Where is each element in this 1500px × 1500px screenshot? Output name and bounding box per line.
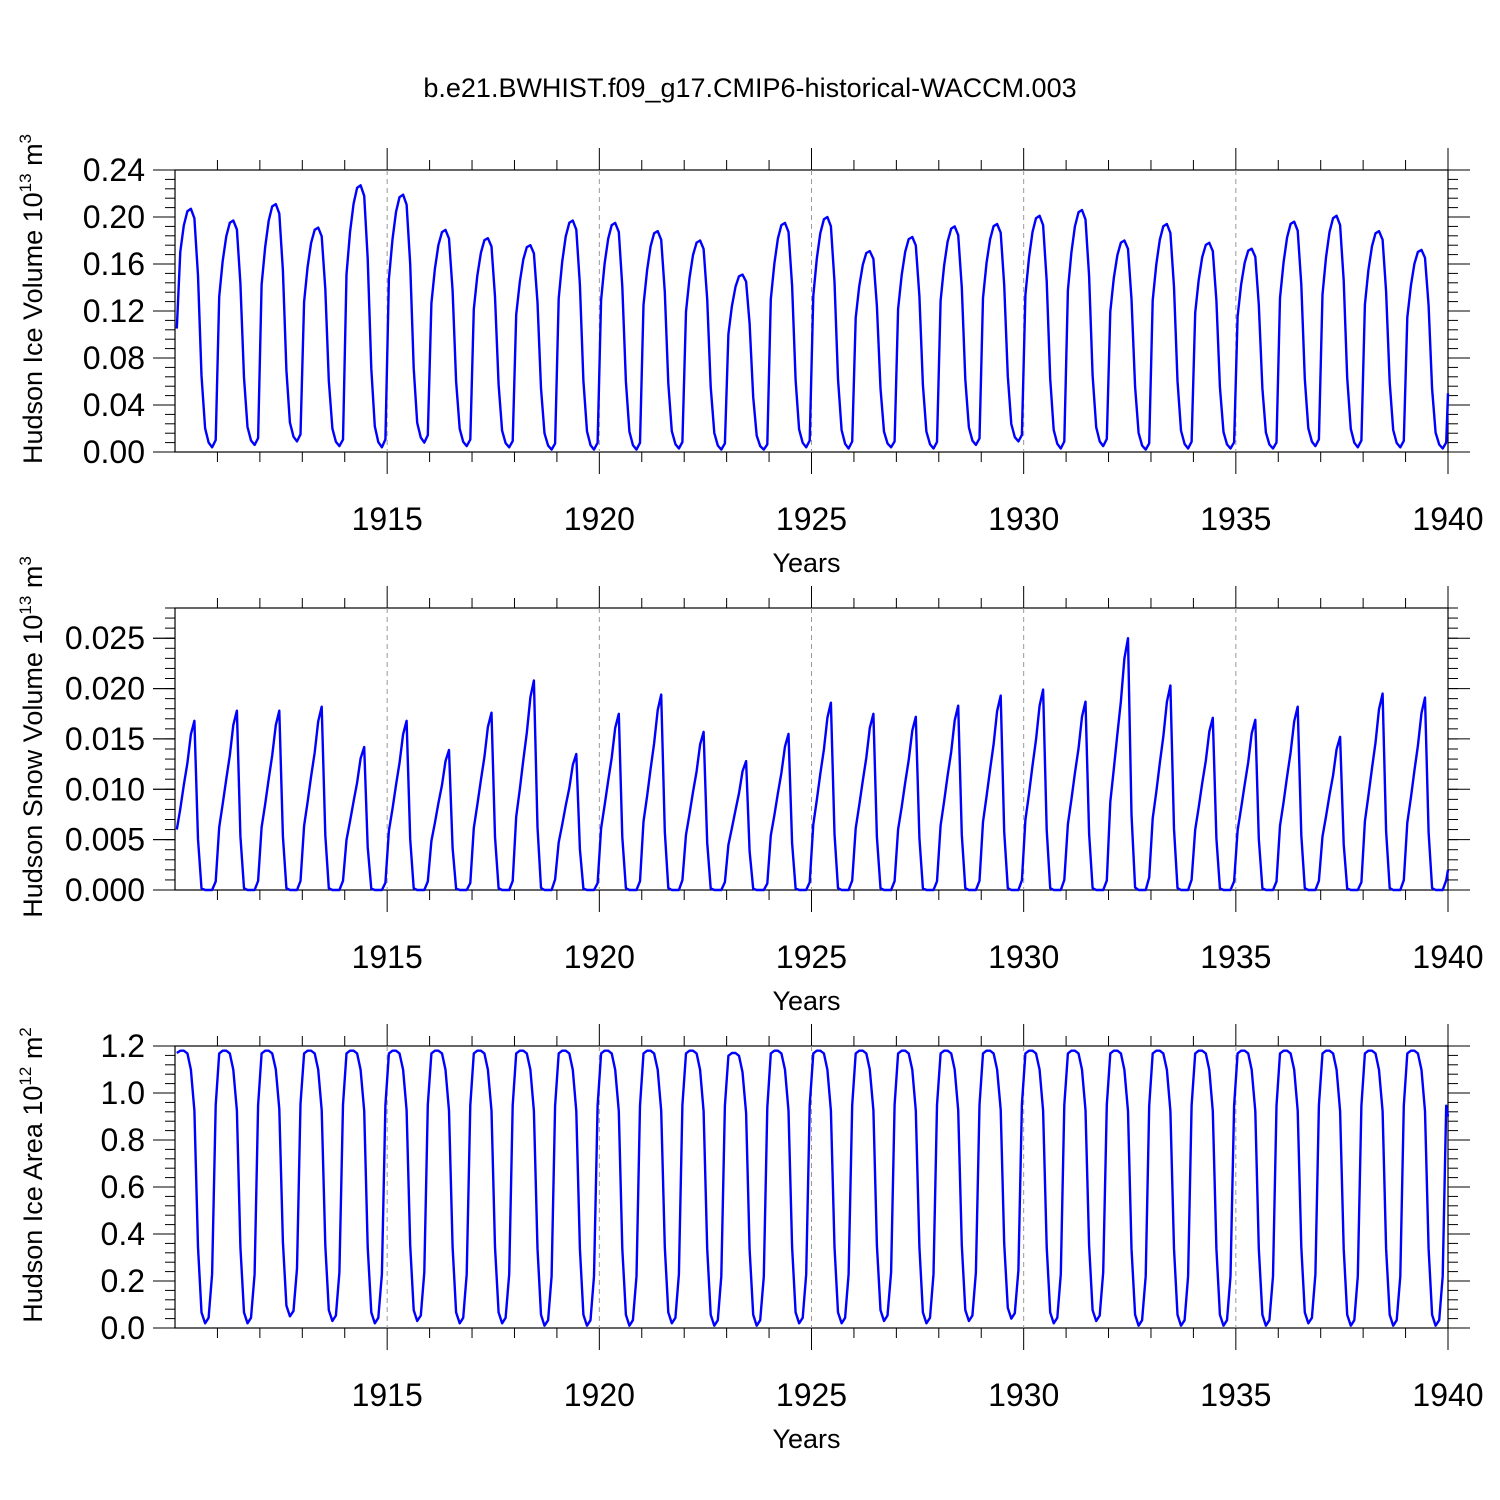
- y-tick-label: 0.2: [101, 1263, 145, 1299]
- y-tick-label: 0.20: [83, 199, 145, 235]
- x-tick-label: 1915: [352, 1377, 423, 1413]
- y-tick-label: 0.025: [65, 620, 145, 656]
- x-tick-label: 1930: [988, 501, 1059, 537]
- x-tick-label: 1915: [352, 939, 423, 975]
- x-tick-label: 1930: [988, 939, 1059, 975]
- x-axis-label: Years: [772, 1424, 840, 1454]
- y-axis-label: Hudson Ice Volume 1013 m3: [16, 134, 48, 464]
- series-line: [175, 184, 1450, 451]
- y-tick-label: 0.04: [83, 387, 145, 423]
- x-tick-label: 1930: [988, 1377, 1059, 1413]
- panel-1: 1915 1920 1925 1930 1935 1940 0.00 0.04 0.08 0.12…: [16, 134, 1484, 578]
- y-tick-label: 1.2: [101, 1028, 145, 1064]
- x-tick-label: 1935: [1200, 501, 1271, 537]
- y-tick-label: 0.00: [83, 434, 145, 470]
- y-tick-label: 0.16: [83, 246, 145, 282]
- y-tick-label: 0.005: [65, 822, 145, 858]
- x-axis-label: Years: [772, 986, 840, 1016]
- y-tick-label: 0.6: [101, 1169, 145, 1205]
- x-tick-label: 1925: [776, 939, 847, 975]
- chart-title: b.e21.BWHIST.f09_g17.CMIP6-historical-WA…: [423, 73, 1076, 103]
- y-tick-label: 0.4: [101, 1216, 145, 1252]
- y-tick-label: 0.015: [65, 721, 145, 757]
- y-axis-label: Hudson Snow Volume 1013 m3: [16, 556, 48, 918]
- x-tick-label: 1920: [564, 939, 635, 975]
- y-axis-label: Hudson Ice Area 1012 m2: [16, 1027, 48, 1323]
- x-tick-label: 1920: [564, 501, 635, 537]
- x-tick-label: 1915: [352, 501, 423, 537]
- x-tick-label: 1920: [564, 1377, 635, 1413]
- x-tick-label: 1940: [1412, 501, 1483, 537]
- y-tick-label: 0.010: [65, 771, 145, 807]
- panel-3: 1915 1920 1925 1930 1935 1940 0.0 0.2 0.4 0.6 0.8 1…: [16, 1024, 1484, 1454]
- series-line: [175, 637, 1450, 892]
- y-tick-label: 0.020: [65, 671, 145, 707]
- x-tick-label: 1935: [1200, 939, 1271, 975]
- panel-2: 1915 1920 1925 1930 1935 1940 0.000 0.005 0.010 0…: [16, 556, 1484, 1016]
- y-tick-label: 0.12: [83, 293, 145, 329]
- x-tick-label: 1935: [1200, 1377, 1271, 1413]
- x-tick-label: 1925: [776, 1377, 847, 1413]
- y-tick-label: 0.24: [83, 152, 145, 188]
- x-tick-label: 1940: [1412, 1377, 1483, 1413]
- x-axis-label: Years: [772, 548, 840, 578]
- series-line: [176, 1049, 1450, 1327]
- y-tick-label: 0.000: [65, 872, 145, 908]
- x-tick-label: 1925: [776, 501, 847, 537]
- x-tick-label: 1940: [1412, 939, 1483, 975]
- y-tick-label: 0.08: [83, 340, 145, 376]
- y-tick-label: 1.0: [101, 1075, 145, 1111]
- y-tick-label: 0.8: [101, 1122, 145, 1158]
- y-tick-label: 0.0: [101, 1310, 145, 1346]
